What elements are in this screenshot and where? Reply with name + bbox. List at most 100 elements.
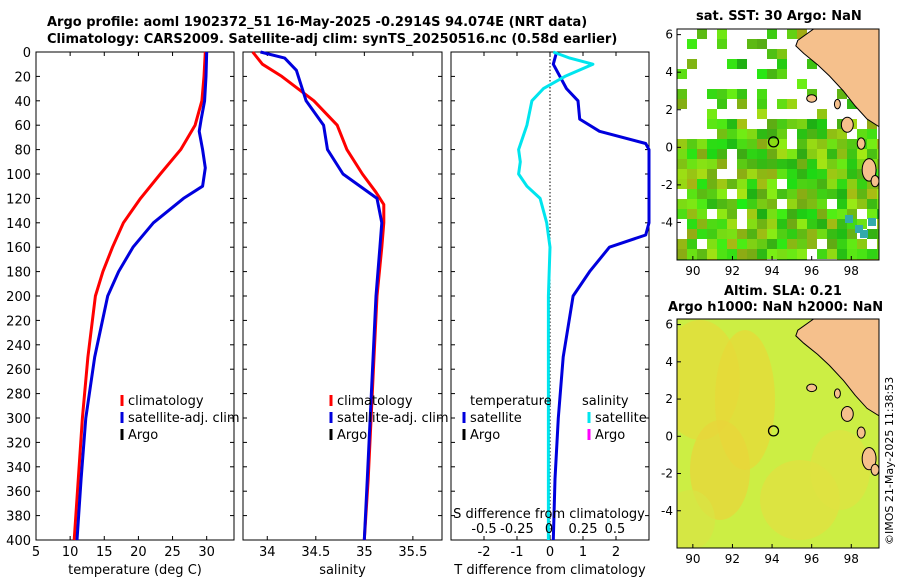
sst-cell — [787, 29, 797, 39]
sst-cell — [847, 189, 857, 199]
sst-cell — [827, 249, 837, 259]
sla-lat-tick-label: -4 — [661, 504, 673, 518]
diff-legend-temperature-argo-label: Argo — [470, 428, 500, 443]
sst-cell — [827, 239, 837, 249]
sst-cell — [767, 119, 777, 129]
sst-cell — [727, 119, 737, 129]
sst-cell — [807, 199, 817, 209]
sst-cell — [817, 129, 827, 139]
sst-cell — [707, 239, 717, 249]
sst-cell — [757, 179, 767, 189]
sst-lat-tick-label: 0 — [665, 140, 673, 154]
sst-cell — [707, 109, 717, 119]
sst-cell — [777, 119, 787, 129]
differences-axes-box — [450, 51, 650, 541]
sst-cell — [677, 169, 687, 179]
sst-lat-tick-label: 6 — [665, 28, 673, 42]
sst-cell — [677, 139, 687, 149]
sst-cell — [747, 199, 757, 209]
sst-cell — [817, 169, 827, 179]
sst-cell — [737, 189, 747, 199]
sst-cell — [787, 119, 797, 129]
sst-cell — [837, 149, 847, 159]
sst-cell — [827, 179, 837, 189]
sst-cell — [847, 199, 857, 209]
differences-xlabel: T difference from climatology — [453, 563, 646, 578]
sst-cell — [867, 199, 877, 209]
sst-cell — [807, 189, 817, 199]
sst-cell — [867, 249, 877, 259]
sst-cell — [857, 149, 867, 159]
depth-tick-label: 400 — [6, 534, 31, 549]
island — [870, 463, 879, 476]
sst-cell — [847, 239, 857, 249]
differences-xtick-label: 1 — [579, 545, 587, 560]
temperature-xlabel: temperature (deg C) — [68, 563, 202, 578]
sst-cell — [797, 229, 807, 239]
salinity-difference-tick-label: 0.5 — [605, 522, 626, 537]
sst-cell — [687, 209, 697, 219]
sst-cell — [847, 209, 857, 219]
sst-cell — [697, 179, 707, 189]
sst-cell — [747, 229, 757, 239]
sla-lat-tick-label: 6 — [665, 318, 673, 332]
depth-tick-label: 20 — [14, 70, 31, 85]
sst-cell — [817, 249, 827, 259]
sst-cell — [857, 239, 867, 249]
temperature-xtick-label: 20 — [130, 545, 147, 560]
sla-lat-tick-label: 0 — [665, 429, 673, 443]
sst-cell — [687, 149, 697, 159]
sst-cell — [727, 59, 737, 69]
sst-cell — [767, 69, 777, 79]
sst-cell — [847, 139, 857, 149]
differences-xtick-label: -2 — [478, 545, 491, 560]
sst-cell — [797, 29, 807, 39]
depth-tick-label: 100 — [6, 168, 31, 183]
sst-cell — [727, 89, 737, 99]
sst-cell — [727, 239, 737, 249]
sst-lat-tick-label: 2 — [665, 103, 673, 117]
sst-cell — [727, 199, 737, 209]
sst-cell — [717, 129, 727, 139]
island — [861, 446, 877, 471]
sst-cell — [697, 249, 707, 259]
diff-legend-temperature-title: temperature — [470, 394, 552, 409]
sst-cell — [707, 249, 717, 259]
sumatra-land — [795, 319, 879, 417]
sst-cell — [877, 139, 879, 149]
sst-cell — [737, 139, 747, 149]
sla-lon-tick-label: 92 — [725, 552, 740, 566]
sst-cell — [707, 179, 717, 189]
sst-cell — [697, 229, 707, 239]
sst-cell — [777, 219, 787, 229]
temperature-xtick-label: 25 — [164, 545, 181, 560]
sst-cell — [697, 139, 707, 149]
sst-cell — [877, 199, 879, 209]
sst-map-field — [677, 29, 879, 260]
temperature-legend-argo-label: Argo — [128, 428, 158, 443]
depth-tick-label: 280 — [6, 388, 31, 403]
sst-cell — [777, 249, 787, 259]
sst-cell — [837, 159, 847, 169]
sst-cell — [747, 239, 757, 249]
sst-cell — [827, 149, 837, 159]
sla-lon-tick-label: 96 — [804, 552, 819, 566]
sst-cell — [757, 199, 767, 209]
sst-cell — [737, 149, 747, 159]
temperature-xtick-label: 30 — [198, 545, 215, 560]
sst-cell — [817, 219, 827, 229]
sst-cell — [727, 249, 737, 259]
sst-cell — [777, 149, 787, 159]
sst-cell — [787, 209, 797, 219]
sst-lon-tick-label: 92 — [725, 264, 740, 278]
sst-cell — [797, 189, 807, 199]
sst-cell — [877, 229, 879, 239]
sst-cell — [737, 119, 747, 129]
sst-cell — [797, 129, 807, 139]
sst-cell — [737, 159, 747, 169]
sst-cell — [677, 99, 687, 109]
sst-cell — [757, 39, 767, 49]
sst-cell — [747, 149, 757, 159]
sst-cell — [817, 139, 827, 149]
sst-cell — [797, 209, 807, 219]
